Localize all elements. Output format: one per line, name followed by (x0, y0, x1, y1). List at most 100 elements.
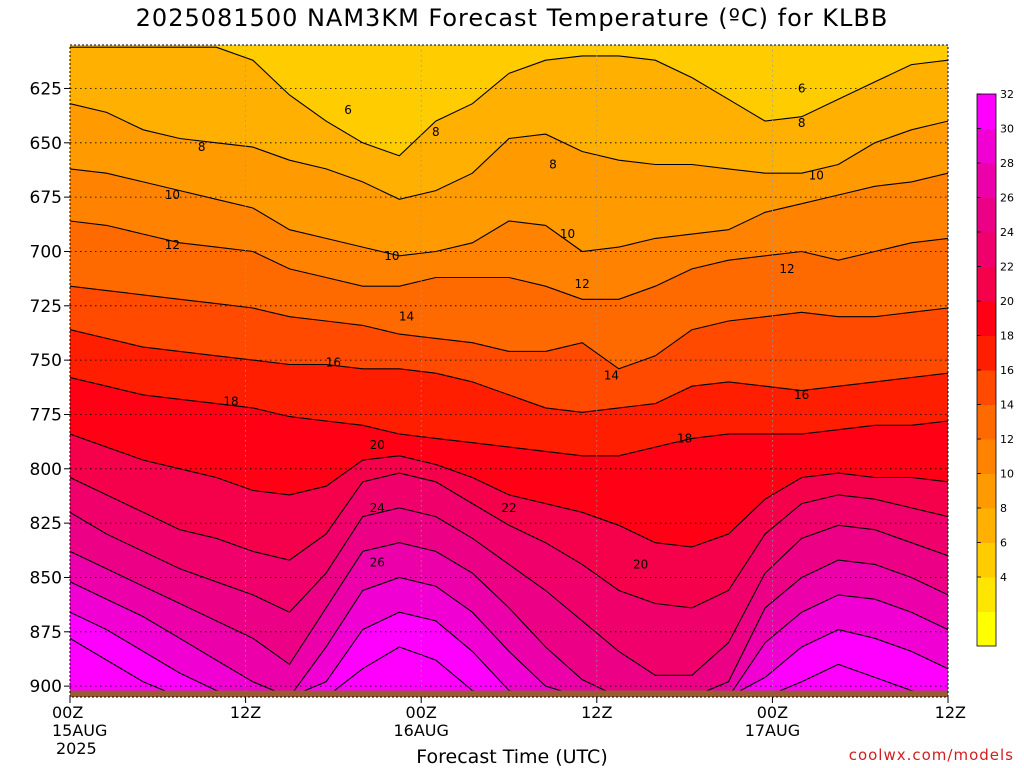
y-tick-label: 875 (30, 623, 62, 643)
colorbar-label: 32 (1000, 88, 1014, 101)
y-tick-label: 850 (30, 568, 62, 588)
isotherm-18 (70, 376, 948, 457)
isotherm-label: 6 (798, 81, 806, 95)
colorbar-swatch (977, 232, 996, 267)
temperature-fill-bands (70, 45, 948, 697)
isotherm-16 (70, 329, 948, 413)
y-tick-label: 675 (30, 188, 62, 208)
colorbar-swatch (977, 577, 996, 612)
colorbar-swatch (977, 542, 996, 578)
chart-title: 2025081500 NAM3KM Forecast Temperature (… (135, 4, 889, 32)
isotherm-label: 8 (198, 140, 206, 154)
isotherm-label: 8 (798, 116, 806, 130)
colorbar-swatch (977, 439, 996, 474)
isotherm-label: 22 (501, 501, 516, 515)
x-tick-label: 12Z (581, 703, 612, 722)
colorbar-label: 26 (1000, 192, 1014, 205)
gridlines (70, 45, 948, 697)
colorbar-label: 18 (1000, 330, 1014, 343)
isotherm-label: 20 (633, 557, 648, 571)
isotherm-label: 10 (809, 168, 824, 182)
isotherm-label: 14 (399, 310, 414, 324)
isotherm-26 (70, 542, 948, 697)
x-tick-label: 12Z (230, 703, 261, 722)
y-tick-label: 775 (30, 405, 62, 425)
colorbar-swatch (977, 473, 996, 509)
isotherm-label: 8 (549, 158, 557, 172)
y-tick-label: 750 (30, 351, 62, 371)
isotherm-28 (70, 576, 948, 697)
colorbar-label: 14 (1000, 399, 1014, 412)
x-axis-title: Forecast Time (UTC) (416, 746, 608, 768)
isotherm-label: 12 (575, 277, 590, 291)
isotherm-32 (70, 637, 948, 697)
source-credit: coolwx.com/models (848, 746, 1014, 764)
y-axis-pressure: 625 650 675 700 725 750 775 800 825 850 875 900 (30, 79, 70, 697)
x-tick-date: 16AUG (393, 721, 448, 740)
colorbar-swatch (977, 335, 996, 371)
y-tick-label: 625 (30, 79, 62, 99)
isotherm-labels: 6 6 8 8 8 8 10 10 10 10 12 12 12 14 14 16 16 18 18 20 20 22 24… (165, 81, 824, 571)
colorbar-label: 28 (1000, 157, 1014, 170)
band-above-24 (70, 507, 948, 697)
y-tick-label: 725 (30, 297, 62, 317)
colorbar-swatch (977, 94, 996, 129)
isotherm-label: 10 (560, 227, 575, 241)
colorbar-swatch (977, 197, 996, 233)
isotherm-22 (70, 472, 948, 609)
isotherm-label: 16 (326, 355, 341, 369)
colorbar-swatch (977, 370, 996, 405)
y-tick-label: 825 (30, 514, 62, 534)
ground-surface (70, 690, 948, 697)
colorbar-label: 30 (1000, 123, 1014, 136)
isotherm-20 (70, 433, 948, 548)
ground-fill (70, 690, 948, 697)
colorbar-label: 4 (1000, 571, 1007, 584)
x-tick-date: 15AUG (52, 721, 107, 740)
isotherm-12 (70, 220, 948, 300)
x-tick-label: 00Z (406, 703, 437, 722)
colorbar-swatch (977, 611, 996, 647)
y-tick-label: 900 (30, 677, 62, 697)
y-tick-label: 700 (30, 242, 62, 262)
colorbar-label: 16 (1000, 364, 1014, 377)
colorbar-swatch (977, 163, 996, 198)
band-above-26 (70, 542, 948, 697)
x-tick-label: 12Z (935, 703, 966, 722)
x-tick-label: 00Z (757, 703, 788, 722)
isotherm-label: 24 (370, 501, 385, 515)
x-tick-date: 17AUG (745, 721, 800, 740)
colorbar-swatch (977, 404, 996, 440)
isotherm-10 (70, 168, 948, 257)
isotherm-label: 10 (165, 188, 180, 202)
isotherm-label: 12 (165, 238, 180, 252)
colorbar-label: 10 (1000, 468, 1014, 481)
isotherm-label: 26 (370, 555, 385, 569)
isotherm-label: 18 (223, 394, 238, 408)
isotherm-label: 12 (779, 262, 794, 276)
colorbar-swatch (977, 266, 996, 302)
isotherm-24 (70, 507, 948, 676)
isotherm-14 (70, 285, 948, 370)
isotherm-label: 8 (432, 125, 440, 139)
colorbar-label: 12 (1000, 433, 1014, 446)
isotherm-label: 16 (794, 388, 809, 402)
isotherm-6 (70, 46, 948, 157)
colorbar-label: 22 (1000, 261, 1014, 274)
isotherm-label: 6 (344, 103, 352, 117)
colorbar-swatch (977, 301, 996, 336)
colorbar-legend: 4 6 8 10 12 14 16 18 20 22 24 26 28 30 32 (976, 88, 1014, 647)
plot-frame (69, 44, 949, 698)
isotherm-label: 20 (370, 438, 385, 452)
colorbar-swatch (977, 128, 996, 164)
x-tick-year: 2025 (56, 739, 97, 758)
colorbar-label: 20 (1000, 295, 1014, 308)
isotherm-label: 18 (677, 431, 692, 445)
y-tick-label: 650 (30, 134, 62, 154)
x-tick-label: 00Z (52, 703, 83, 722)
y-tick-label: 800 (30, 460, 62, 480)
colorbar-swatch (977, 508, 996, 543)
isotherm-label: 14 (604, 368, 619, 382)
